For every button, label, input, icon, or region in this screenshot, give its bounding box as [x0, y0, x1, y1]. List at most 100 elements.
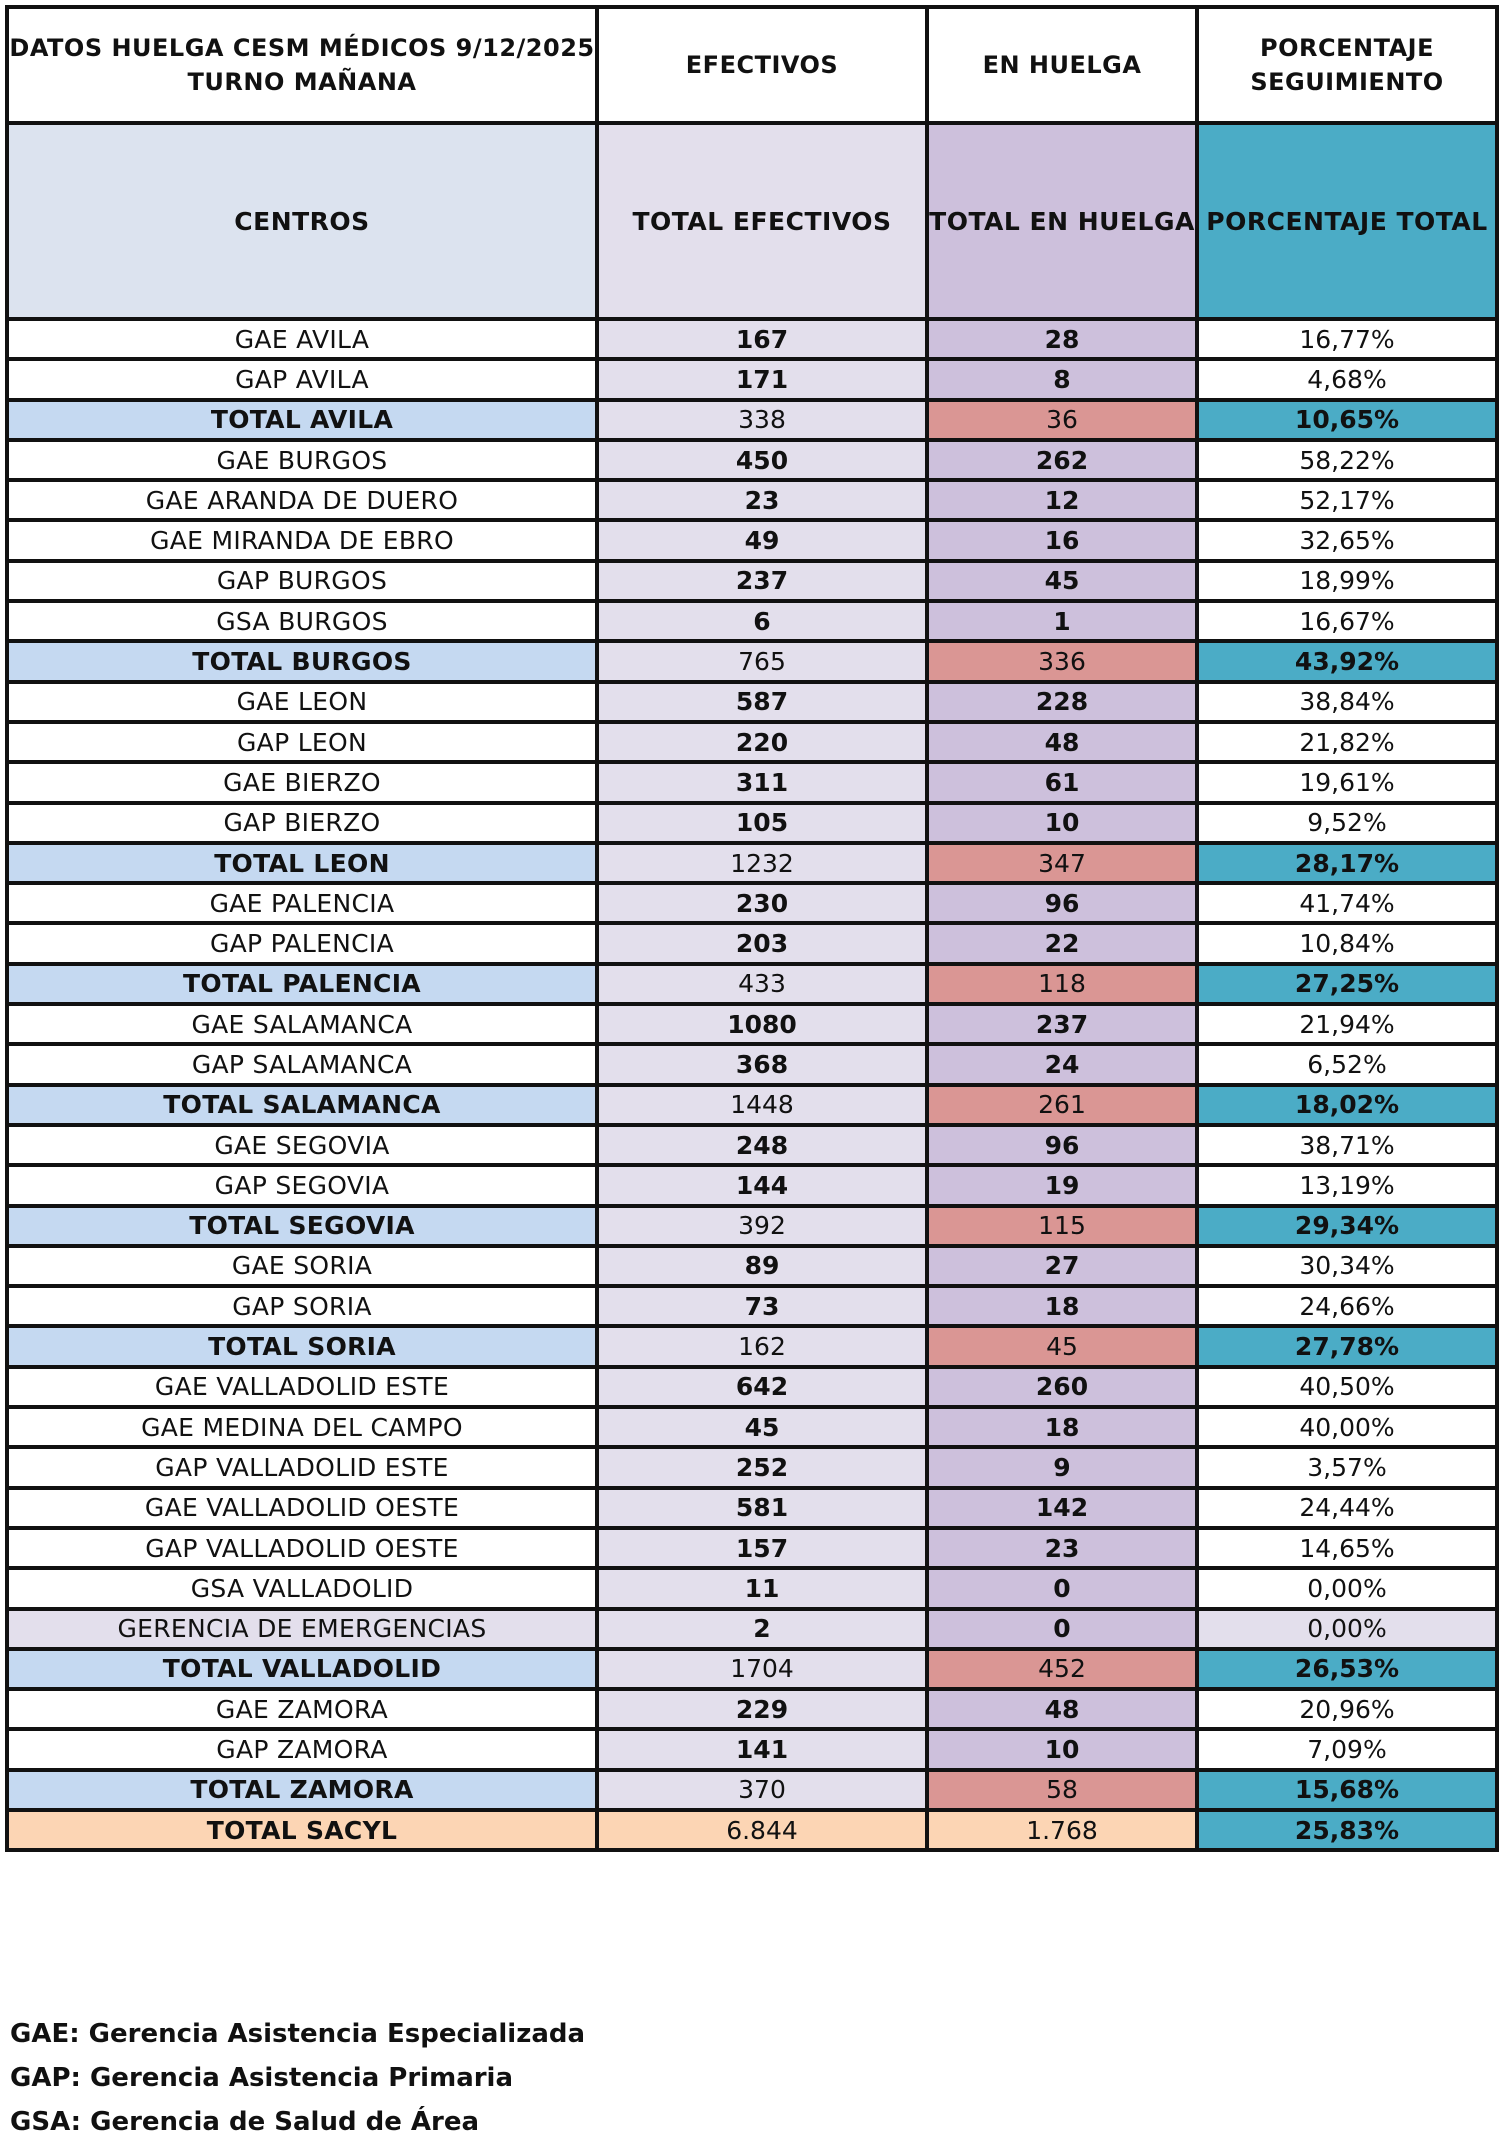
pct-header-line-2: SEGUIMIENTO: [1250, 68, 1444, 96]
cell-total-en-huelga: 262: [925, 437, 1199, 483]
table-row: GAP BURGOS 237 45 18,99%: [5, 558, 1499, 604]
cell-porcentaje: 10,65%: [1195, 397, 1499, 442]
cell-porcentaje: 25,83%: [1195, 1807, 1499, 1853]
table-row: GAE MIRANDA DE EBRO 49 16 32,65%: [5, 518, 1499, 563]
cell-porcentaje: 27,25%: [1195, 961, 1499, 1007]
table-row: GAP SORIA 73 18 24,66%: [5, 1284, 1499, 1329]
table-row: GAP SEGOVIA 144 19 13,19%: [5, 1163, 1499, 1208]
cell-porcentaje: 7,09%: [1195, 1727, 1499, 1772]
subtotal-row: TOTAL AVILA 338 36 10,65%: [5, 397, 1499, 442]
cell-porcentaje: 3,57%: [1195, 1445, 1499, 1490]
cell-centro: GAE SEGOVIA: [5, 1122, 599, 1168]
cell-porcentaje: 18,02%: [1195, 1082, 1499, 1127]
cell-porcentaje: 16,67%: [1195, 599, 1499, 644]
cell-centro: GAP BURGOS: [5, 558, 599, 604]
subtotal-row: TOTAL LEON 1232 347 28,17%: [5, 840, 1499, 886]
cell-total-efectivos: 203: [595, 921, 929, 966]
cell-porcentaje: 21,94%: [1195, 1002, 1499, 1047]
cell-total-en-huelga: 237: [925, 1002, 1199, 1047]
cell-porcentaje: 58,22%: [1195, 437, 1499, 483]
cell-centro: TOTAL ZAMORA: [5, 1767, 599, 1812]
cell-total-efectivos: 73: [595, 1284, 929, 1329]
cell-centro: GAP SEGOVIA: [5, 1163, 599, 1208]
cell-total-efectivos: 1232: [595, 840, 929, 886]
cell-centro: TOTAL SACYL: [5, 1807, 599, 1853]
cell-centro: TOTAL LEON: [5, 840, 599, 886]
cell-porcentaje: 27,78%: [1195, 1324, 1499, 1369]
pct-header-line-1: PORCENTAJE: [1260, 34, 1434, 62]
cell-porcentaje: 24,66%: [1195, 1284, 1499, 1329]
cell-centro: TOTAL SORIA: [5, 1324, 599, 1369]
cell-total-efectivos: 642: [595, 1364, 929, 1410]
cell-centro: GAE PALENCIA: [5, 881, 599, 926]
table-row: GAE ARANDA DE DUERO 23 12 52,17%: [5, 478, 1499, 523]
cell-total-efectivos: 2: [595, 1606, 929, 1651]
cell-total-efectivos: 141: [595, 1727, 929, 1772]
table-row: GAE SALAMANCA 1080 237 21,94%: [5, 1002, 1499, 1047]
cell-total-efectivos: 433: [595, 961, 929, 1007]
table-row: GAE BURGOS 450 262 58,22%: [5, 437, 1499, 483]
table-title: DATOS HUELGA CESM MÉDICOS 9/12/2025 TURN…: [5, 5, 599, 125]
cell-total-efectivos: 6: [595, 599, 929, 644]
cell-total-en-huelga: 19: [925, 1163, 1199, 1208]
subtotal-row: TOTAL ZAMORA 370 58 15,68%: [5, 1767, 1499, 1812]
cell-total-efectivos: 23: [595, 478, 929, 523]
cell-centro: GAP BIERZO: [5, 800, 599, 845]
column-header-porcentaje: PORCENTAJE SEGUIMIENTO: [1195, 5, 1499, 125]
cell-centro: TOTAL BURGOS: [5, 639, 599, 684]
abbreviations-legend: GAE: Gerencia Asistencia Especializada G…: [10, 2012, 585, 2144]
cell-total-efectivos: 252: [595, 1445, 929, 1490]
table-row: GAP SALAMANCA 368 24 6,52%: [5, 1042, 1499, 1087]
cell-porcentaje: 40,00%: [1195, 1405, 1499, 1450]
cell-total-efectivos: 157: [595, 1525, 929, 1571]
cell-centro: GAP VALLADOLID ESTE: [5, 1445, 599, 1490]
table-row: GAP BIERZO 105 10 9,52%: [5, 800, 1499, 845]
cell-centro: GAE AVILA: [5, 316, 599, 362]
subheader-total-efectivos: TOTAL EFECTIVOS: [595, 121, 929, 321]
table-row: GAE SORIA 89 27 30,34%: [5, 1243, 1499, 1289]
cell-total-efectivos: 89: [595, 1243, 929, 1289]
cell-centro: GAE MIRANDA DE EBRO: [5, 518, 599, 563]
table-row: GAP PALENCIA 203 22 10,84%: [5, 921, 1499, 966]
table-row: GAE SEGOVIA 248 96 38,71%: [5, 1122, 1499, 1168]
cell-porcentaje: 4,68%: [1195, 357, 1499, 402]
cell-centro: GAE BIERZO: [5, 760, 599, 805]
cell-total-efectivos: 105: [595, 800, 929, 845]
cell-total-en-huelga: 28: [925, 316, 1199, 362]
cell-total-en-huelga: 24: [925, 1042, 1199, 1087]
cell-total-efectivos: 338: [595, 397, 929, 442]
cell-total-en-huelga: 16: [925, 518, 1199, 563]
cell-total-efectivos: 237: [595, 558, 929, 604]
cell-porcentaje: 9,52%: [1195, 800, 1499, 845]
cell-centro: TOTAL PALENCIA: [5, 961, 599, 1007]
cell-total-en-huelga: 10: [925, 800, 1199, 845]
subtotal-row: TOTAL PALENCIA 433 118 27,25%: [5, 961, 1499, 1007]
subtotal-row: TOTAL SORIA 162 45 27,78%: [5, 1324, 1499, 1369]
cell-porcentaje: 10,84%: [1195, 921, 1499, 966]
subtotal-row: TOTAL SALAMANCA 1448 261 18,02%: [5, 1082, 1499, 1127]
cell-total-efectivos: 49: [595, 518, 929, 563]
cell-total-efectivos: 1080: [595, 1002, 929, 1047]
subtotal-row: TOTAL VALLADOLID 1704 452 26,53%: [5, 1646, 1499, 1692]
cell-total-en-huelga: 261: [925, 1082, 1199, 1127]
cell-centro: GSA VALLADOLID: [5, 1566, 599, 1611]
cell-porcentaje: 20,96%: [1195, 1687, 1499, 1732]
cell-centro: TOTAL SEGOVIA: [5, 1203, 599, 1248]
cell-centro: GAE ZAMORA: [5, 1687, 599, 1732]
cell-total-efectivos: 171: [595, 357, 929, 402]
cell-porcentaje: 52,17%: [1195, 478, 1499, 523]
cell-porcentaje: 43,92%: [1195, 639, 1499, 684]
cell-porcentaje: 0,00%: [1195, 1606, 1499, 1651]
cell-total-en-huelga: 23: [925, 1525, 1199, 1571]
cell-porcentaje: 38,84%: [1195, 679, 1499, 724]
subheader-total-en-huelga: TOTAL EN HUELGA: [925, 121, 1199, 321]
cell-total-en-huelga: 142: [925, 1485, 1199, 1530]
cell-porcentaje: 28,17%: [1195, 840, 1499, 886]
cell-total-efectivos: 1704: [595, 1646, 929, 1692]
cell-total-en-huelga: 22: [925, 921, 1199, 966]
cell-centro: GAE LEON: [5, 679, 599, 724]
cell-total-en-huelga: 347: [925, 840, 1199, 886]
column-header-en-huelga: EN HUELGA: [925, 5, 1199, 125]
cell-total-efectivos: 11: [595, 1566, 929, 1611]
cell-centro: GAE MEDINA DEL CAMPO: [5, 1405, 599, 1450]
